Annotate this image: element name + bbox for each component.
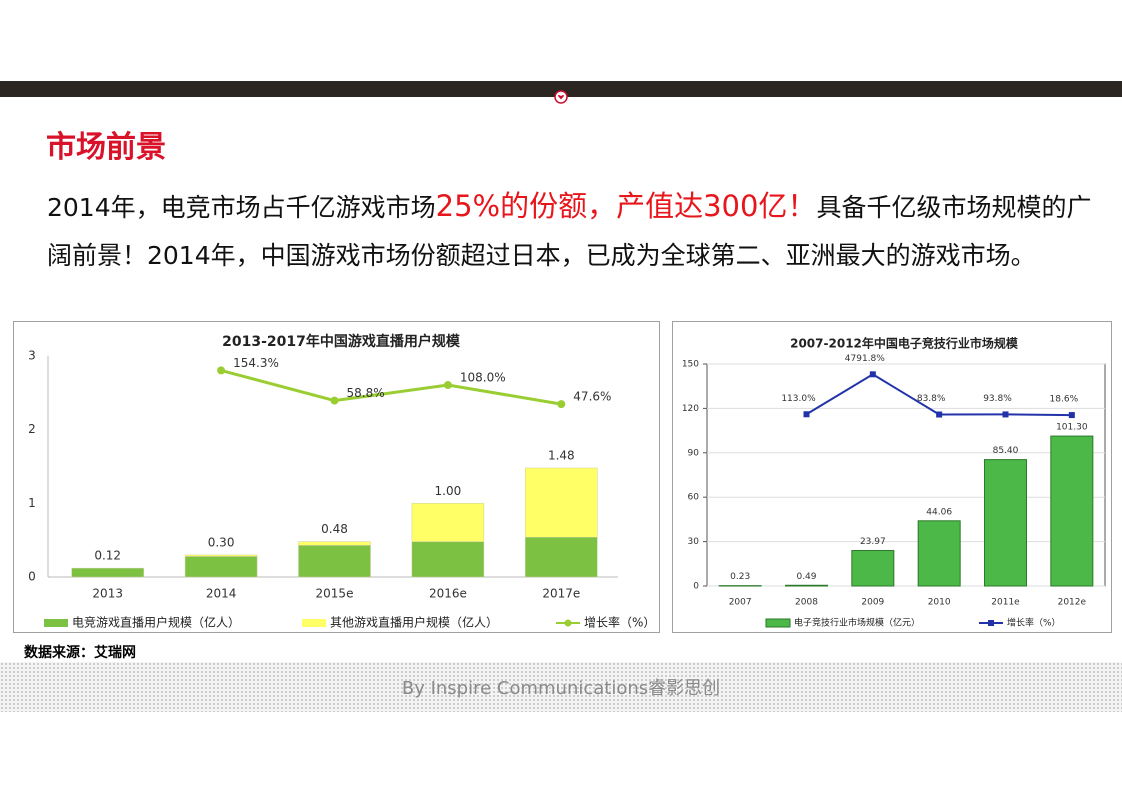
bar	[411, 503, 485, 542]
y-tick-label: 150	[682, 360, 699, 370]
bar	[851, 550, 895, 587]
y-tick-label: 120	[682, 404, 699, 414]
legend-label: 电竞游戏直播用户规模（亿人）	[72, 615, 240, 630]
marker	[217, 366, 226, 375]
marker	[869, 371, 876, 378]
bar	[525, 536, 598, 578]
data-label: 0.23	[730, 572, 750, 582]
x-tick-label: 2013	[92, 587, 123, 601]
total-label: 1.48	[548, 448, 575, 462]
x-tick-label: 2007	[729, 598, 752, 608]
bar	[184, 556, 258, 578]
legend-marker	[564, 619, 572, 627]
total-label: 1.00	[435, 484, 462, 498]
x-tick-label: 2008	[795, 598, 818, 608]
bar	[525, 467, 598, 538]
legend-label: 其他游戏直播用户规模（亿人）	[330, 615, 498, 630]
data-label: 85.40	[993, 446, 1019, 456]
chart-title: 2007-2012年中国电子竞技行业市场规模	[790, 336, 1019, 351]
y-tick-label: 1	[28, 496, 36, 510]
bar	[785, 584, 828, 587]
data-label: 58.8%	[347, 386, 385, 400]
data-label: 47.6%	[573, 390, 611, 404]
total-label: 0.12	[94, 549, 121, 563]
footer-text: By Inspire Communications睿影思创	[401, 678, 721, 699]
data-label: 4791.8%	[845, 354, 885, 364]
bar	[298, 541, 371, 546]
bar	[411, 541, 485, 578]
legend-swatch	[302, 619, 326, 627]
data-label: 83.8%	[917, 394, 946, 404]
marker	[936, 411, 943, 418]
marker	[1002, 411, 1009, 418]
x-tick-label: 2009	[861, 598, 884, 608]
paragraph: 2014年，电竞市场占千亿游戏市场25%的份额，产值达300亿！具备千亿级市场规…	[47, 182, 1097, 280]
total-label: 0.48	[321, 522, 348, 536]
legend-swatch	[44, 619, 68, 627]
y-tick-label: 3	[28, 349, 36, 363]
chart-panel: 2013-2017年中国游戏直播用户规模 0 1 2 3 2013 2014 2015e 201…	[13, 321, 660, 633]
bar	[184, 554, 258, 557]
y-tick-label: 90	[688, 448, 700, 458]
y-tick-label: 0	[693, 582, 699, 592]
line	[220, 368, 562, 406]
y-tick-label: 2	[28, 422, 36, 436]
y-tick-label: 60	[688, 493, 700, 503]
legend-swatch	[765, 618, 791, 628]
x-tick-label: 2016e	[429, 587, 467, 601]
total-label: 0.30	[208, 535, 235, 549]
data-label: 23.97	[860, 537, 886, 547]
footer: By Inspire Communications睿影思创	[0, 662, 1122, 712]
text: 25%的份额，产值达300亿！	[435, 189, 817, 223]
data-label: 18.6%	[1050, 395, 1079, 405]
data-label: 113.0%	[781, 394, 816, 404]
bar	[917, 520, 961, 587]
chart: 2007-2012年中国电子竞技行业市场规模 0 30 60 90 120 150 2007 2…	[682, 336, 1106, 629]
marker	[443, 381, 452, 390]
legend-marker	[988, 620, 994, 626]
icon	[554, 90, 568, 104]
legend-label: 电子竞技行业市场规模（亿元）	[794, 617, 920, 629]
text: 具备千亿级市场规模的广阔前景！2014年，中国游戏市场份额超过日本，已成为全球第…	[47, 193, 1092, 270]
data-label: 44.06	[926, 507, 952, 517]
data-label: 101.30	[1056, 423, 1088, 433]
data-label: 108.0%	[460, 371, 506, 385]
marker	[330, 396, 339, 405]
top-bar	[0, 81, 1122, 97]
data-label: 93.8%	[983, 394, 1012, 404]
source: 数据来源：艾瑞网	[24, 645, 136, 661]
legend-label: 增长率（%）	[584, 615, 655, 630]
marker	[557, 400, 566, 409]
title: 市场前景	[46, 130, 166, 165]
legend-label: 增长率（%）	[1007, 617, 1061, 629]
chart-title: 2013-2017年中国游戏直播用户规模	[222, 333, 461, 350]
x-tick-label: 2011e	[991, 598, 1020, 608]
marker	[1068, 412, 1075, 419]
x-tick-label: 2012e	[1058, 598, 1087, 608]
bar	[298, 545, 371, 578]
x-tick-label: 2014	[206, 587, 237, 601]
x-tick-label: 2015e	[316, 587, 354, 601]
bar	[984, 459, 1027, 587]
plot-frame	[706, 363, 1106, 587]
data-label: 0.49	[796, 572, 816, 582]
chart: 2013-2017年中国游戏直播用户规模 0 1 2 3 2013 2014 2015e 201…	[28, 333, 655, 630]
y-tick-label: 30	[688, 537, 700, 547]
bar	[1050, 435, 1094, 587]
marker	[803, 411, 810, 418]
y-tick-label: 0	[28, 570, 36, 584]
x-tick-label: 2010	[928, 598, 951, 608]
bar	[71, 567, 144, 578]
chart-panel: 2007-2012年中国电子竞技行业市场规模 0 30 60 90 120 150 2007 2…	[672, 321, 1112, 633]
text: 2014年，电竞市场占千亿游戏市场	[47, 193, 436, 222]
data-label: 154.3%	[233, 356, 279, 370]
x-tick-label: 2017e	[542, 587, 580, 601]
